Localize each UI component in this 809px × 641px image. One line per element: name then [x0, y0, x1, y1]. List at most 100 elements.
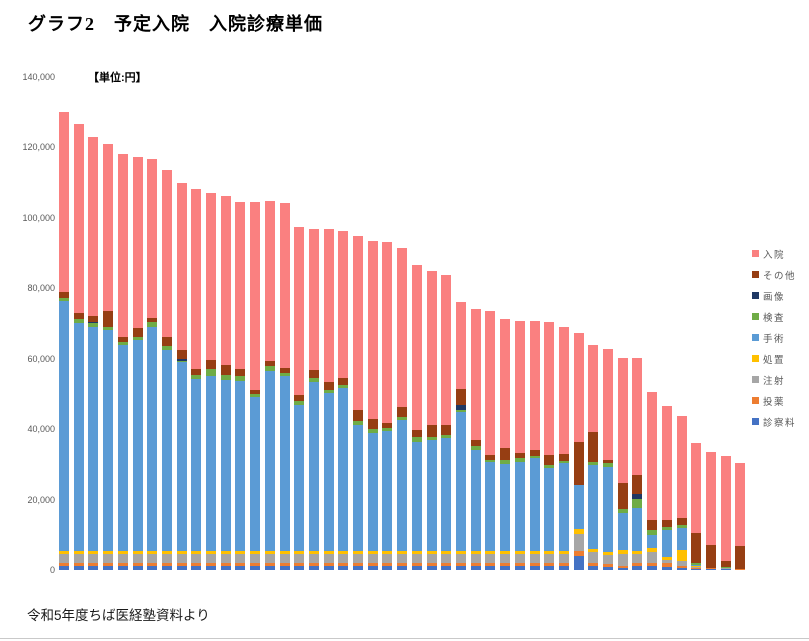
legend-label: 入院	[763, 249, 786, 261]
bar-segment-chusha	[206, 553, 217, 563]
bar-segment-toyaku	[147, 562, 158, 567]
bar-segment-kensa	[529, 455, 540, 459]
legend-swatch-icon	[752, 271, 759, 278]
bar-segment-shochi	[161, 551, 172, 554]
bar-segment-toyaku	[632, 562, 643, 567]
bar-segment-shochi	[676, 549, 687, 562]
legend-item-gazo: 画像	[752, 285, 796, 306]
bottom-divider	[0, 638, 809, 639]
bar-segment-toyaku	[323, 562, 334, 567]
bar-segment-nyuin	[441, 274, 452, 425]
bar-segment-sonota	[176, 350, 187, 359]
bar-segment-shochi	[176, 551, 187, 554]
bar-segment-toyaku	[294, 562, 305, 567]
bar-segment-shochi	[411, 551, 422, 554]
legend-item-nyuin: 入院	[752, 243, 796, 264]
bar-segment-kensa	[500, 460, 511, 464]
stacked-bar	[647, 77, 658, 570]
bar-segment-shinsatsu	[73, 566, 84, 570]
bar-segment-sonota	[323, 381, 334, 390]
bar-segment-toyaku	[73, 562, 84, 567]
bar-segment-toyaku	[529, 562, 540, 567]
bar-segment-shochi	[661, 556, 672, 560]
stacked-bar	[485, 77, 496, 570]
plot-area	[59, 77, 746, 570]
bar-segment-shinsatsu	[191, 566, 202, 570]
bar-segment-nyuin	[308, 229, 319, 370]
bar-segment-shinsatsu	[250, 566, 261, 570]
legend-label: 投薬	[763, 396, 786, 408]
bar-segment-sonota	[632, 475, 643, 494]
legend-label: 診察料	[763, 417, 797, 429]
bar-segment-shochi	[485, 551, 496, 554]
bar-segment-shujutsu	[279, 376, 290, 552]
bar-segment-toyaku	[264, 562, 275, 567]
bar-segment-sonota	[279, 368, 290, 373]
legend-swatch-icon	[752, 334, 759, 341]
bar-segment-sonota	[382, 423, 393, 429]
bar-segment-shochi	[235, 551, 246, 554]
bar-segment-chusha	[588, 552, 599, 564]
legend-label: 手術	[763, 333, 786, 345]
stacked-bar	[59, 77, 69, 570]
bar-segment-shujutsu	[308, 381, 319, 552]
stacked-bar	[573, 77, 584, 570]
bar-segment-kensa	[235, 376, 246, 381]
bar-segment-shochi	[323, 551, 334, 554]
legend-label: 画像	[763, 291, 786, 303]
bar-segment-toyaku	[279, 562, 290, 567]
bar-segment-shujutsu	[529, 458, 540, 552]
bar-segment-nyuin	[353, 235, 364, 410]
bar-segment-shujutsu	[544, 468, 555, 552]
bar-segment-shujutsu	[73, 322, 84, 552]
bar-segment-chusha	[220, 553, 231, 563]
bar-segment-shujutsu	[220, 379, 231, 552]
bar-segment-chusha	[161, 553, 172, 563]
bar-segment-nyuin	[529, 321, 540, 451]
bar-segment-kensa	[397, 416, 408, 421]
bar-segment-nyuin	[397, 247, 408, 408]
bar-segment-kensa	[558, 460, 569, 464]
bar-segment-sonota	[308, 369, 319, 379]
stacked-bar	[206, 77, 217, 570]
bar-segment-shinsatsu	[485, 566, 496, 570]
bar-segment-chusha	[338, 553, 349, 563]
bar-segment-shinsatsu	[279, 566, 290, 570]
bar-segment-shochi	[88, 551, 99, 554]
bar-segment-nyuin	[220, 196, 231, 366]
bar-segment-kensa	[588, 461, 599, 466]
bar-segment-nyuin	[367, 241, 378, 420]
stacked-bar	[147, 77, 158, 570]
bar-segment-shinsatsu	[353, 566, 364, 570]
stacked-bar	[308, 77, 319, 570]
bar-segment-shochi	[220, 551, 231, 554]
bar-segment-shujutsu	[235, 380, 246, 552]
bar-segment-shochi	[514, 551, 525, 554]
bar-segment-sonota	[455, 388, 466, 406]
bar-segment-kensa	[59, 297, 69, 302]
bar-segment-shujutsu	[206, 376, 217, 552]
bar-segment-kensa	[485, 459, 496, 462]
bar-segment-shochi	[338, 551, 349, 554]
bar-segment-shinsatsu	[691, 568, 702, 570]
bar-segment-chusha	[470, 553, 481, 563]
bar-segment-toyaku	[455, 562, 466, 567]
bar-segment-toyaku	[544, 562, 555, 567]
bar-segment-shujutsu	[323, 393, 334, 552]
stacked-bar	[279, 77, 290, 570]
bar-segment-shochi	[573, 529, 584, 535]
bar-segment-sonota	[161, 337, 172, 346]
y-tick-label: 80,000	[27, 283, 55, 294]
bar-segment-kensa	[426, 436, 437, 441]
bar-segment-chusha	[132, 553, 143, 563]
bar-segment-nyuin	[382, 241, 393, 424]
bar-segment-shochi	[191, 551, 202, 554]
bar-segment-shochi	[382, 551, 393, 554]
legend-item-kensa: 検査	[752, 306, 796, 327]
bar-segment-shujutsu	[191, 379, 202, 552]
bar-segment-toyaku	[470, 562, 481, 567]
bar-segment-shinsatsu	[544, 566, 555, 570]
bar-segment-chusha	[691, 566, 702, 568]
bar-segment-shinsatsu	[441, 566, 452, 570]
bar-segment-shujutsu	[588, 465, 599, 549]
